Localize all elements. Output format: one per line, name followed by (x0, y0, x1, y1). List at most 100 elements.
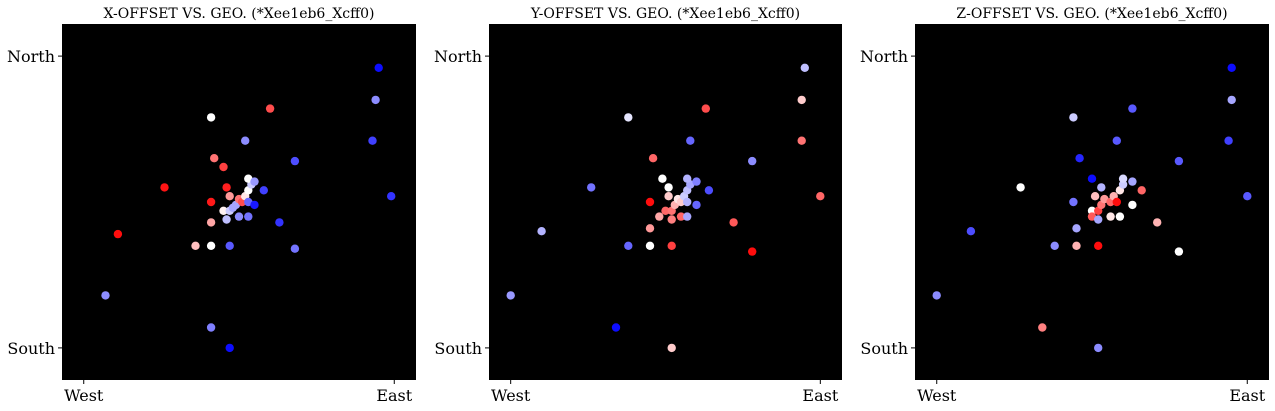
data-point (228, 203, 237, 212)
chart-title: Z-OFFSET VS. GEO. (*Xee1eb6_Xcff0) (956, 6, 1227, 22)
data-point (1243, 192, 1252, 201)
plot-area (915, 24, 1269, 380)
data-point (206, 218, 216, 227)
data-point (683, 197, 692, 207)
y-tick-label: North (860, 47, 908, 66)
data-point (1097, 183, 1106, 192)
data-point (932, 291, 941, 300)
data-point (748, 247, 757, 256)
data-point (371, 95, 380, 105)
x-tick-label: East (1229, 386, 1265, 405)
data-point (692, 177, 701, 186)
data-point (259, 186, 268, 195)
data-point (667, 343, 676, 353)
data-point (1087, 174, 1097, 183)
data-point (1106, 212, 1115, 221)
data-point (206, 323, 216, 332)
x-tick-label: West (917, 386, 957, 405)
y-tick-label: South (7, 339, 55, 358)
data-point (1128, 104, 1137, 113)
data-point (1118, 174, 1128, 183)
data-point (587, 183, 596, 192)
data-point (290, 156, 300, 166)
data-point (206, 241, 216, 250)
y-tick-label: South (860, 339, 908, 358)
data-point (797, 95, 806, 105)
x-tick-label: East (802, 386, 838, 405)
data-point (1128, 200, 1137, 210)
data-point (265, 104, 275, 113)
data-point (667, 215, 676, 224)
chart-panel-1: X-OFFSET VS. GEO. (*Xee1eb6_Xcff0) West Ea… (7, 6, 416, 405)
data-point (113, 229, 123, 239)
data-point (374, 63, 383, 72)
data-point (1094, 241, 1103, 250)
data-point (206, 113, 216, 122)
data-point (1128, 177, 1137, 186)
data-point (1087, 206, 1097, 215)
data-point (1115, 212, 1125, 221)
data-point (816, 192, 825, 201)
data-point (1227, 95, 1236, 105)
data-point (275, 218, 284, 227)
data-point (1174, 156, 1184, 166)
data-point (667, 241, 676, 250)
data-point (683, 174, 692, 183)
data-point (729, 218, 738, 227)
data-point (225, 241, 234, 250)
x-tick-label: West (491, 386, 531, 405)
data-point (748, 156, 757, 166)
data-point (225, 343, 234, 353)
data-point (683, 212, 692, 221)
data-point (624, 241, 633, 250)
data-point (1094, 343, 1103, 353)
y-tick-label: North (434, 47, 482, 66)
data-point (1069, 197, 1078, 207)
data-point (210, 154, 219, 163)
data-point (1069, 113, 1078, 122)
data-point (160, 183, 169, 192)
data-point (241, 136, 250, 145)
data-point (611, 323, 621, 332)
chart-panel-2: Y-OFFSET VS. GEO. (*Xee1eb6_Xcff0) West Ea… (434, 6, 842, 405)
data-point (1227, 63, 1236, 72)
data-point (1153, 218, 1162, 227)
data-point (1112, 136, 1122, 145)
data-point (222, 183, 231, 192)
data-point (290, 244, 300, 253)
data-point (1016, 183, 1025, 192)
data-point (206, 197, 216, 207)
x-tick-label: West (64, 386, 104, 405)
data-point (645, 197, 655, 207)
data-point (704, 186, 714, 195)
data-point (234, 212, 244, 221)
data-point (1094, 215, 1103, 224)
data-point (1174, 247, 1184, 256)
data-point (692, 200, 701, 210)
data-point (701, 104, 710, 113)
data-point (219, 162, 228, 172)
chart-panel-3: Z-OFFSET VS. GEO. (*Xee1eb6_Xcff0) West Ea… (860, 6, 1269, 405)
x-tick-label: East (376, 386, 412, 405)
plot-area (489, 24, 842, 380)
data-point (219, 206, 228, 215)
data-point (676, 212, 686, 221)
data-point (658, 174, 667, 183)
data-point (800, 63, 809, 72)
data-point (664, 192, 673, 201)
data-point (101, 291, 110, 300)
data-point (387, 192, 396, 201)
data-point (250, 200, 259, 210)
data-point (648, 154, 658, 163)
data-point (225, 192, 234, 201)
data-point (661, 206, 670, 215)
data-point (191, 241, 200, 250)
data-point (645, 224, 655, 233)
data-point (1072, 241, 1081, 250)
chart-title: Y-OFFSET VS. GEO. (*Xee1eb6_Xcff0) (530, 6, 800, 22)
data-point (686, 136, 695, 145)
data-point (1038, 323, 1047, 332)
data-point (1072, 224, 1081, 233)
data-point (797, 136, 806, 145)
data-point (250, 177, 259, 186)
